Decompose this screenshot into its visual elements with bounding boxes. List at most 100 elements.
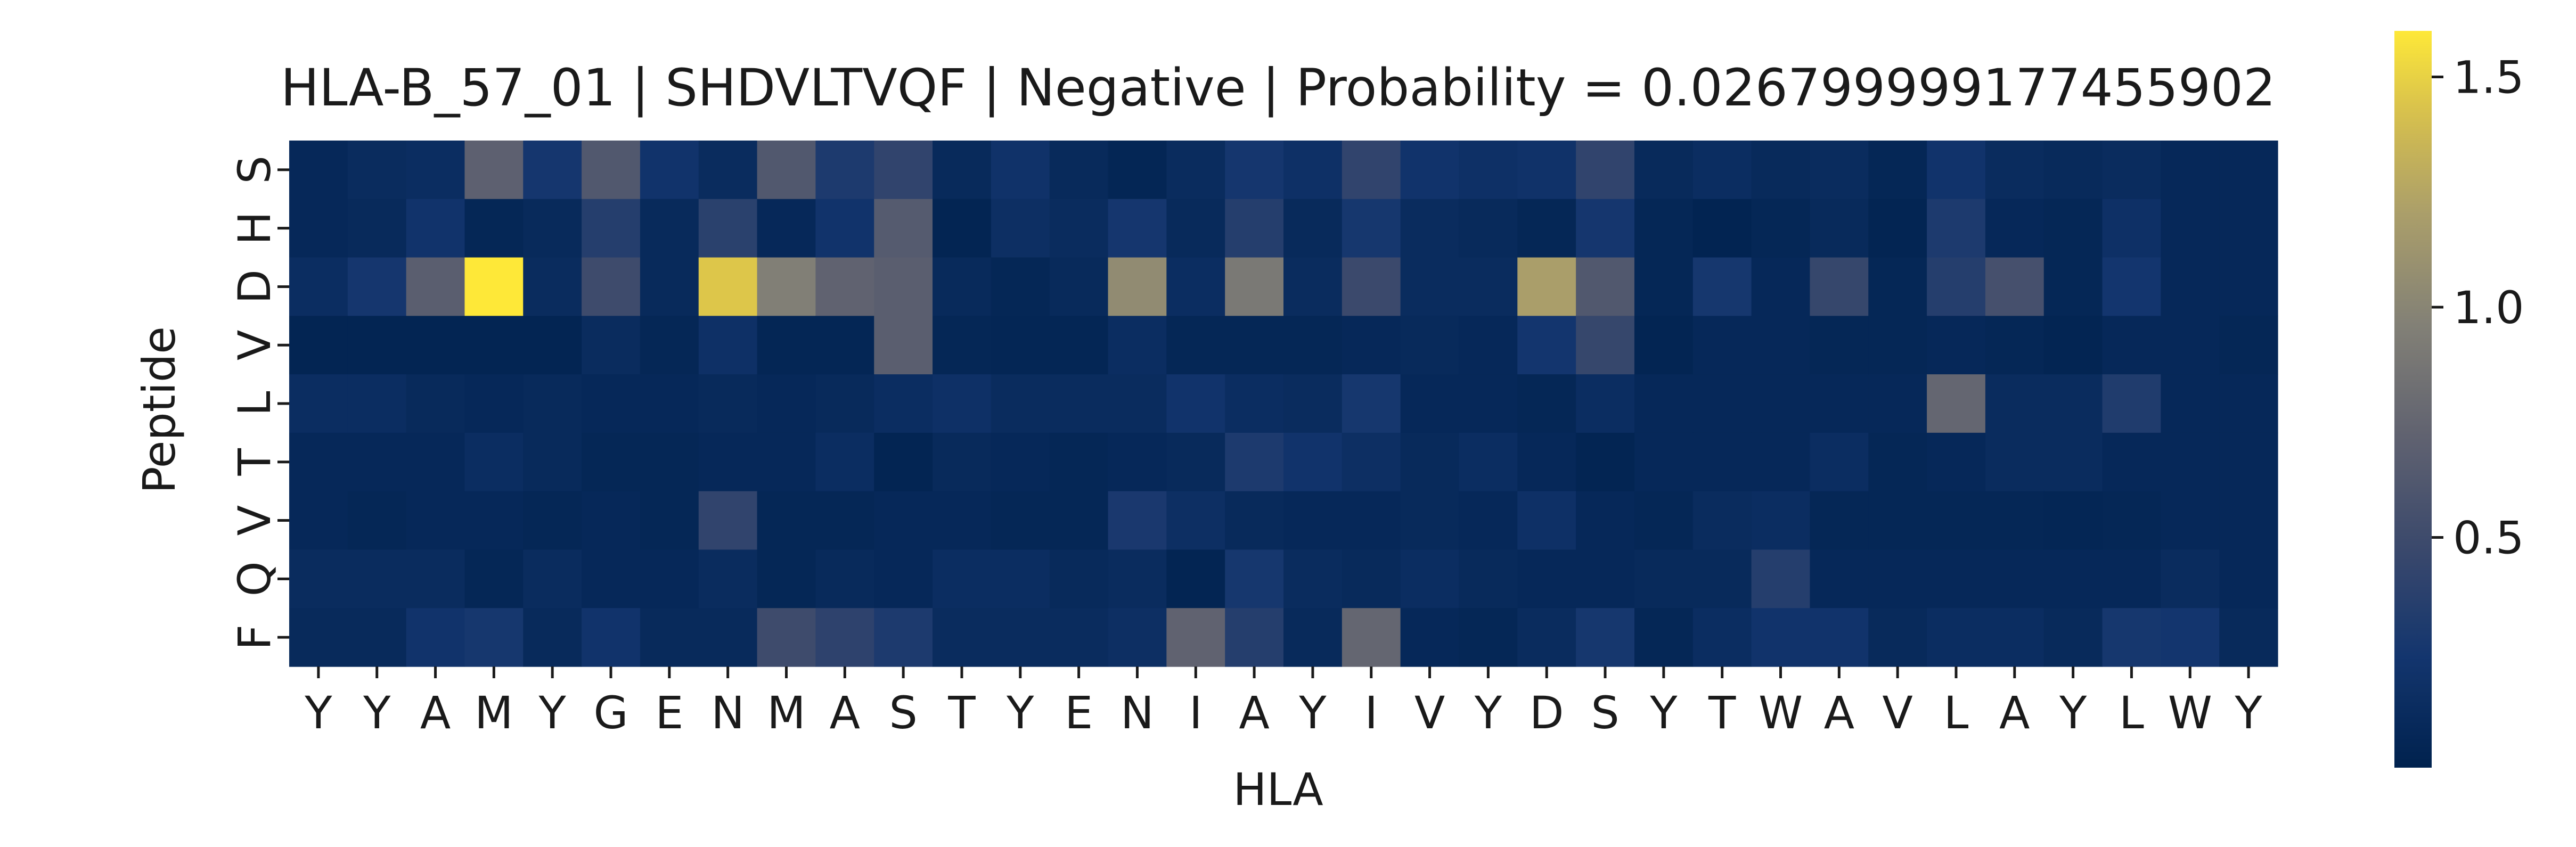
heatmap-cell: [1576, 608, 1635, 667]
heatmap-cell: [1400, 316, 1460, 375]
heatmap-cell: [1049, 432, 1109, 492]
x-tick-label: Y: [1474, 687, 1502, 739]
heatmap-cell: [2043, 608, 2103, 667]
heatmap-cell: [2161, 491, 2220, 550]
heatmap-cell: [582, 432, 641, 492]
heatmap-cell: [1868, 316, 1927, 375]
heatmap-cell: [991, 199, 1050, 258]
heatmap-cell: [523, 199, 582, 258]
heatmap-cell: [1049, 316, 1109, 375]
heatmap-cell: [1049, 491, 1109, 550]
heatmap-cell: [347, 432, 407, 492]
heatmap-cell: [1108, 141, 1167, 200]
heatmap-cell: [1400, 549, 1460, 608]
heatmap-cell: [815, 491, 874, 550]
heatmap-cell: [1342, 141, 1401, 200]
heatmap-cell: [582, 257, 641, 316]
heatmap-cell: [2219, 316, 2278, 375]
heatmap-cell: [698, 549, 758, 608]
heatmap-cell: [1634, 199, 1694, 258]
heatmap-cell: [874, 257, 933, 316]
heatmap-cell: [1225, 549, 1284, 608]
heatmap-cell: [1751, 316, 1811, 375]
x-tick-label: Y: [1298, 687, 1327, 739]
y-tick-label: S: [228, 155, 281, 184]
x-tick-label: G: [593, 687, 628, 739]
heatmap-cell: [1108, 491, 1167, 550]
heatmap-cell: [1225, 316, 1284, 375]
heatmap-cell: [464, 141, 524, 200]
heatmap-cell: [698, 316, 758, 375]
heatmap-cell: [933, 491, 992, 550]
heatmap-cell: [1225, 374, 1284, 433]
heatmap-cell: [1283, 257, 1343, 316]
x-tick-label: I: [1189, 687, 1203, 739]
heatmap-cell: [1166, 257, 1225, 316]
heatmap-cell: [1459, 257, 1518, 316]
heatmap-cell: [1283, 141, 1343, 200]
heatmap-cell: [1692, 257, 1752, 316]
heatmap-cell: [1868, 432, 1927, 492]
heatmap-cell: [1576, 257, 1635, 316]
heatmap-cell: [1927, 491, 1986, 550]
heatmap-cell: [991, 374, 1050, 433]
heatmap-cell: [1166, 608, 1225, 667]
heatmap-cell: [640, 608, 699, 667]
x-tick-label: S: [889, 687, 917, 739]
heatmap-cell: [1283, 549, 1343, 608]
heatmap-cells: [289, 141, 2278, 667]
heatmap-cell: [1868, 257, 1927, 316]
x-tick-label: A: [420, 687, 451, 739]
heatmap-cell: [1985, 608, 2045, 667]
heatmap-cell: [874, 549, 933, 608]
x-tick-label: L: [2119, 687, 2144, 739]
heatmap-cell: [406, 432, 465, 492]
heatmap-cell: [1166, 316, 1225, 375]
heatmap-cell: [2219, 374, 2278, 433]
x-tick-label: Y: [1006, 687, 1034, 739]
heatmap-cell: [1868, 549, 1927, 608]
heatmap-cell: [464, 199, 524, 258]
heatmap-cell: [1517, 316, 1576, 375]
heatmap-cell: [406, 141, 465, 200]
heatmap-cell: [757, 199, 816, 258]
heatmap-cell: [1108, 257, 1167, 316]
heatmap-cell: [933, 141, 992, 200]
x-tick-label: N: [711, 687, 745, 739]
heatmap-cell: [815, 199, 874, 258]
heatmap-cell: [757, 608, 816, 667]
heatmap-cell: [1634, 141, 1694, 200]
heatmap-cell: [464, 491, 524, 550]
heatmap-cell: [2219, 608, 2278, 667]
heatmap-cell: [582, 199, 641, 258]
heatmap-cell: [1634, 432, 1694, 492]
heatmap-cell: [1517, 432, 1576, 492]
heatmap-cell: [757, 491, 816, 550]
heatmap-cell: [1927, 257, 1986, 316]
heatmap-cell: [1283, 374, 1343, 433]
heatmap-cell: [464, 257, 524, 316]
heatmap-cell: [1166, 549, 1225, 608]
heatmap-cell: [933, 608, 992, 667]
heatmap-cell: [464, 316, 524, 375]
heatmap-cell: [347, 549, 407, 608]
heatmap-cell: [289, 432, 348, 492]
heatmap-cell: [874, 141, 933, 200]
x-tick-label: Y: [363, 687, 391, 739]
heatmap-cell: [1985, 374, 2045, 433]
heatmap-cell: [2161, 432, 2220, 492]
heatmap-cell: [347, 141, 407, 200]
heatmap-cell: [1810, 608, 1869, 667]
heatmap-cell: [1283, 316, 1343, 375]
heatmap-cell: [2219, 549, 2278, 608]
heatmap-cell: [2043, 374, 2103, 433]
heatmap-cell: [406, 491, 465, 550]
heatmap-cell: [1576, 199, 1635, 258]
y-tick-label: V: [228, 330, 281, 360]
x-tick-label: N: [1121, 687, 1154, 739]
heatmap-cell: [1576, 141, 1635, 200]
y-tick-label: T: [228, 448, 281, 476]
heatmap-cell: [2043, 199, 2103, 258]
heatmap-cell: [464, 608, 524, 667]
heatmap-cell: [933, 374, 992, 433]
